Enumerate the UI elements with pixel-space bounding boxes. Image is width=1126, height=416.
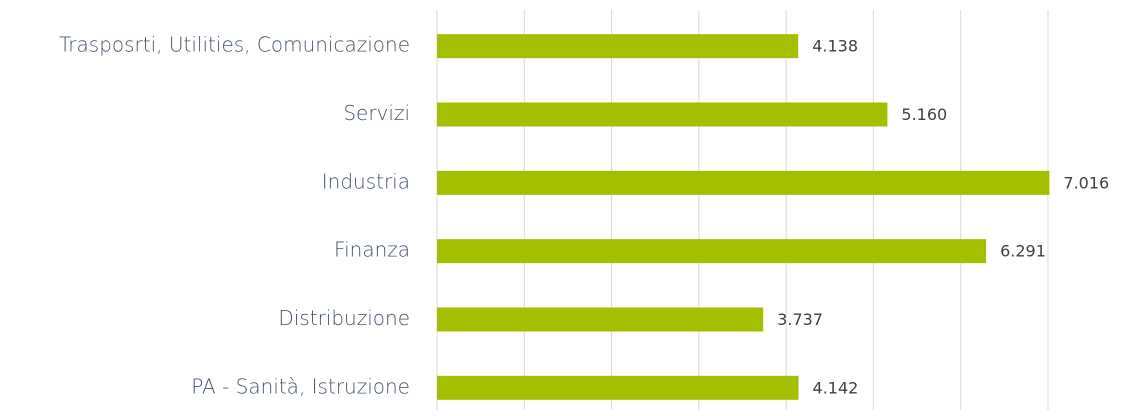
category-label: Industria: [322, 169, 410, 193]
bar: [437, 239, 987, 264]
value-label: 7.016: [1063, 173, 1109, 192]
bar: [437, 375, 799, 400]
value-label: 3.737: [777, 310, 823, 329]
category-label: Servizi: [343, 101, 410, 125]
value-label: 4.142: [813, 378, 859, 397]
category-label: Distribuzione: [278, 306, 410, 330]
value-label: 4.138: [812, 37, 858, 56]
value-label: 6.291: [1000, 242, 1046, 261]
category-label: PA - Sanità, Istruzione: [191, 374, 410, 398]
bar: [437, 307, 764, 332]
value-label: 5.160: [901, 105, 947, 124]
category-label: Finanza: [334, 238, 410, 262]
bar: [437, 170, 1050, 195]
bar: [437, 102, 888, 127]
bar: [437, 34, 799, 59]
category-label: Trasposrti, Utilities, Comunicazione: [59, 33, 410, 57]
